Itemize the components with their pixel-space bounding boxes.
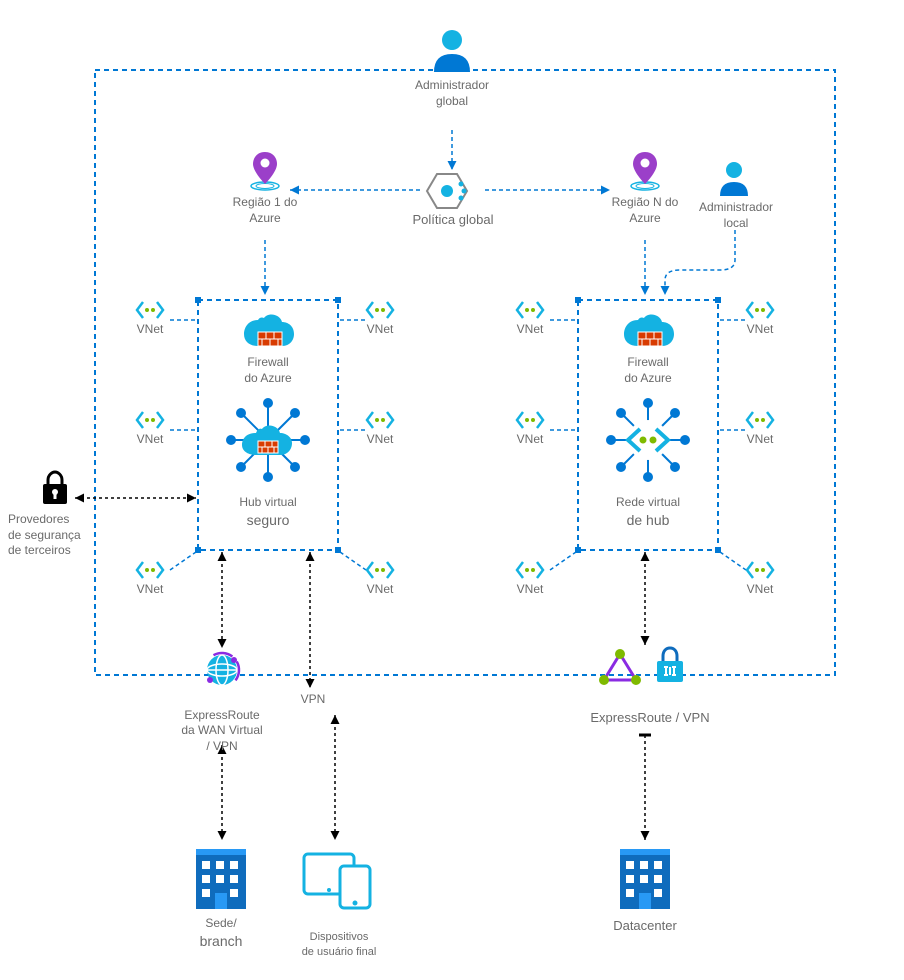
vnet-label: VNet	[747, 322, 774, 338]
hub-icon	[218, 395, 318, 485]
map-pin-icon	[627, 150, 663, 192]
expressroute-wan	[202, 650, 242, 695]
building-icon	[614, 845, 676, 913]
region-n	[627, 150, 663, 197]
firewall-label: Firewall do Azure	[228, 355, 308, 386]
datacenter-building	[614, 845, 676, 918]
vnet-label: VNet	[367, 582, 394, 598]
third-party-lock	[38, 470, 72, 513]
vnet-node: VNet	[135, 300, 165, 338]
region-n-label: Região N do Azure	[602, 195, 688, 226]
diagram-canvas: Administrador global Política global Reg…	[0, 0, 904, 980]
vnet-label: VNet	[137, 582, 164, 598]
vnet-label: VNet	[137, 322, 164, 338]
vnet-label: VNet	[137, 432, 164, 448]
vnet-icon	[515, 300, 545, 320]
vnet-icon	[745, 560, 775, 580]
devices-label: Dispositivos de usuário final	[288, 916, 390, 959]
vnet-hub-icon	[598, 395, 698, 490]
firewall-label: Firewall do Azure	[608, 355, 688, 386]
hub-icon	[598, 395, 698, 485]
vnet-label: VNet	[367, 432, 394, 448]
vnet-icon	[745, 410, 775, 430]
vnet-icon	[135, 410, 165, 430]
vnet-icon	[135, 560, 165, 580]
vpn-label: VPN	[288, 692, 338, 708]
branch-building	[190, 845, 252, 918]
region-1	[247, 150, 283, 197]
firewall-left: Firewall do Azure	[228, 310, 308, 386]
hexagon-icon	[425, 170, 480, 212]
map-pin-icon	[247, 150, 283, 192]
vnet-icon	[135, 300, 165, 320]
third-party-label: Provedores de segurança de terceiros	[8, 512, 103, 559]
admin-local-label: Administrador local	[696, 200, 776, 231]
firewall-icon	[240, 310, 296, 350]
secure-hub-icon	[218, 395, 318, 490]
devices-icon	[300, 848, 378, 910]
expressroute-triangle	[598, 648, 642, 693]
branch-label: Sede/ branch	[180, 916, 262, 950]
vnet-node: VNet	[515, 300, 545, 338]
vnet-icon	[365, 560, 395, 580]
vnet-icon	[515, 560, 545, 580]
end-user-devices	[300, 848, 378, 915]
lock-icon	[652, 645, 688, 685]
vnet-label: VNet	[367, 322, 394, 338]
building-icon	[190, 845, 252, 913]
triangle-icon	[598, 648, 642, 688]
vnet-node: VNet	[135, 410, 165, 448]
admin-global	[430, 28, 474, 79]
secure-hub-label-1: Hub virtual	[218, 495, 318, 511]
vnet-label: VNet	[517, 432, 544, 448]
vnet-icon	[745, 300, 775, 320]
vnet-label: VNet	[747, 432, 774, 448]
datacenter-label: Datacenter	[600, 918, 690, 935]
vnet-node: VNet	[745, 560, 775, 598]
person-icon	[716, 160, 752, 198]
lock-icon	[38, 470, 72, 508]
admin-global-label: Administrador global	[402, 78, 502, 109]
policy-global-label: Política global	[398, 212, 508, 229]
vnet-node: VNet	[135, 560, 165, 598]
admin-local	[716, 160, 752, 203]
person-icon	[430, 28, 474, 74]
connector-layer	[0, 0, 904, 980]
vnet-node: VNet	[365, 410, 395, 448]
vnet-label: VNet	[517, 582, 544, 598]
vnet-node: VNet	[745, 300, 775, 338]
vnet-icon	[365, 300, 395, 320]
expressroute-vpn-label: ExpressRoute / VPN	[570, 710, 730, 727]
expressroute-wan-label: ExpressRoute da WAN Virtual / VPN	[172, 692, 272, 754]
vnet-hub-label-2: de hub	[598, 512, 698, 528]
vnet-node: VNet	[365, 560, 395, 598]
vnet-label: VNet	[747, 582, 774, 598]
firewall-icon	[620, 310, 676, 350]
vpn-lock	[652, 645, 688, 690]
vnet-icon	[515, 410, 545, 430]
vnet-hub-label-1: Rede virtual	[598, 495, 698, 511]
firewall-right: Firewall do Azure	[608, 310, 688, 386]
secure-hub-label-2: seguro	[218, 512, 318, 528]
vnet-node: VNet	[365, 300, 395, 338]
vnet-node: VNet	[515, 560, 545, 598]
vnet-node: VNet	[745, 410, 775, 448]
region-1-label: Região 1 do Azure	[222, 195, 308, 226]
vnet-node: VNet	[515, 410, 545, 448]
globe-icon	[202, 650, 242, 690]
vnet-label: VNet	[517, 322, 544, 338]
vnet-icon	[365, 410, 395, 430]
policy-global	[425, 170, 480, 217]
